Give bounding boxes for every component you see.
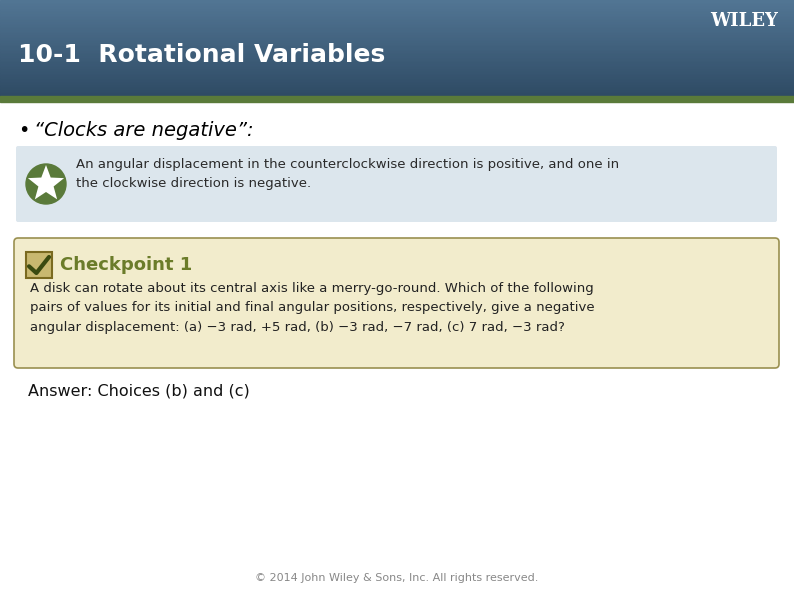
Bar [0, 3, 794, 5]
Bar [0, 82, 794, 84]
Bar [0, 30, 794, 32]
Bar [0, 55, 794, 57]
Text: WILEY: WILEY [710, 12, 778, 30]
Bar [0, 6, 794, 8]
Bar [0, 53, 794, 55]
Bar [0, 22, 794, 24]
Bar [0, 15, 794, 18]
Bar [0, 9, 794, 11]
Bar [0, 0, 794, 2]
Bar [0, 35, 794, 37]
Bar [0, 42, 794, 43]
Bar [0, 102, 794, 595]
FancyBboxPatch shape [14, 238, 779, 368]
Bar [0, 96, 794, 102]
Text: A disk can rotate about its central axis like a merry-go-round. Which of the fol: A disk can rotate about its central axis… [30, 282, 595, 334]
Bar [0, 40, 794, 42]
Text: © 2014 John Wiley & Sons, Inc. All rights reserved.: © 2014 John Wiley & Sons, Inc. All right… [256, 573, 538, 583]
Circle shape [26, 164, 66, 204]
Bar [0, 29, 794, 31]
Bar [0, 92, 794, 94]
Bar [0, 8, 794, 10]
FancyBboxPatch shape [26, 252, 52, 278]
Text: •: • [18, 121, 29, 139]
Bar [0, 61, 794, 63]
Bar [0, 46, 794, 49]
Bar [0, 83, 794, 86]
Bar [0, 95, 794, 97]
Bar [0, 64, 794, 66]
Bar [0, 12, 794, 14]
Bar [0, 79, 794, 81]
Text: An angular displacement in the counterclockwise direction is positive, and one i: An angular displacement in the countercl… [76, 158, 619, 190]
Bar [0, 33, 794, 36]
Bar [0, 48, 794, 50]
Bar [0, 19, 794, 21]
Bar [0, 49, 794, 52]
Bar [0, 11, 794, 13]
Bar [0, 26, 794, 27]
Text: “Clocks are negative”:: “Clocks are negative”: [34, 121, 253, 139]
Bar [0, 45, 794, 47]
Bar [0, 89, 794, 90]
Bar [0, 20, 794, 23]
Text: Checkpoint 1: Checkpoint 1 [60, 256, 192, 274]
Bar [0, 24, 794, 26]
Bar [0, 87, 794, 89]
Bar [0, 43, 794, 45]
Bar [0, 14, 794, 16]
Bar [0, 93, 794, 95]
Bar [0, 58, 794, 60]
FancyBboxPatch shape [16, 146, 777, 222]
Bar [0, 1, 794, 3]
Bar [0, 4, 794, 7]
Bar [0, 85, 794, 87]
Bar [0, 27, 794, 29]
Bar [0, 66, 794, 68]
Polygon shape [28, 165, 64, 199]
Bar [0, 32, 794, 34]
Bar [0, 80, 794, 83]
Bar [0, 60, 794, 61]
Bar [0, 71, 794, 73]
Bar [0, 69, 794, 71]
Bar [0, 77, 794, 79]
Bar [0, 62, 794, 65]
Bar [0, 90, 794, 92]
Bar [0, 72, 794, 74]
Bar [0, 67, 794, 70]
Bar [0, 76, 794, 77]
Text: 10-1  Rotational Variables: 10-1 Rotational Variables [18, 43, 385, 67]
Bar [0, 17, 794, 20]
Bar [0, 51, 794, 54]
Text: Answer: Choices (b) and (c): Answer: Choices (b) and (c) [28, 384, 250, 399]
Bar [0, 74, 794, 76]
Bar [0, 37, 794, 39]
Bar [0, 56, 794, 58]
Bar [0, 38, 794, 40]
